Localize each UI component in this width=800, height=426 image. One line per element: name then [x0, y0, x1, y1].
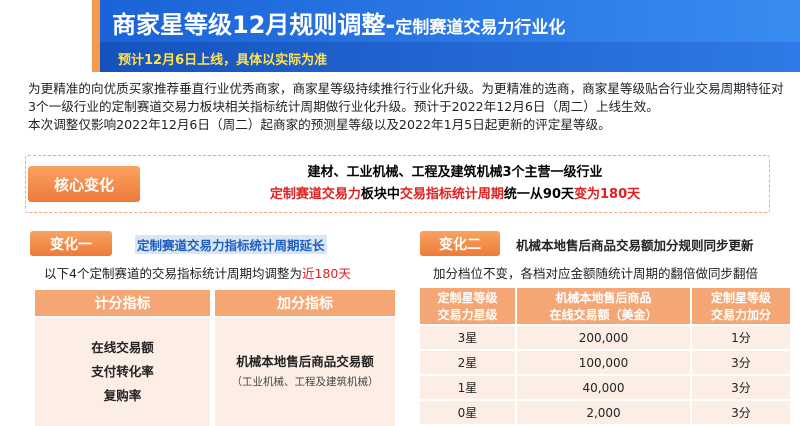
table-cell: 1星: [420, 376, 515, 399]
title-suffix: 定制赛道交易力行业化: [395, 18, 566, 38]
metric: 支付转化率: [91, 364, 154, 379]
table-cell: 1分: [692, 326, 790, 349]
change-tag: 变化二: [420, 231, 500, 256]
metric: 机械本地售后商品交易额: [236, 354, 374, 369]
table-header: 计分指标: [35, 290, 210, 316]
highlight: 交易指标统计周期: [399, 187, 504, 202]
core-line: 建材、工业机械、工程及建筑机械3个主营一级行业: [307, 165, 603, 180]
table-cell: 0星: [420, 401, 515, 424]
table-cell: 100,000: [517, 351, 690, 374]
subtitle-band: [100, 42, 800, 72]
change-title: 机械本地售后商品交易额加分规则同步更新: [516, 238, 754, 253]
core-box: [25, 155, 770, 213]
title: 商家星等级12月规则调整-: [112, 11, 396, 39]
table-cell: 2,000: [517, 401, 690, 424]
core-label: 核心变化: [28, 166, 140, 202]
text: 以下4个定制赛道的交易指标统计周期均调整为: [44, 266, 302, 281]
paragraph: 本次调整仅影响2022年12月6日（周二）起商家的预测星等级以及2022年1月5…: [28, 117, 611, 132]
header-title: 商家星等级12月规则调整-定制赛道交易力行业化: [112, 5, 565, 40]
metric-note: （工业机械、工程及建筑机械）: [231, 376, 379, 388]
paragraph: 为更精准的向优质买家推荐垂直行业优秀商家，商家星等级持续推行行业化升级。为更精准…: [28, 81, 784, 114]
table-cell: 3分: [692, 376, 790, 399]
table-header: 定制星等级 交易力星级: [420, 288, 515, 324]
header-band: [100, 0, 800, 42]
metric: 复购率: [103, 388, 142, 403]
change-note: 加分档位不变，各档对应金额随统计周期的翻倍做同步翻倍: [433, 266, 759, 281]
table-cell: 在线交易额 支付转化率 复购率: [35, 318, 210, 426]
table-cell: 3分: [692, 351, 790, 374]
table-cell: 机械本地售后商品交易额 （工业机械、工程及建筑机械）: [215, 318, 395, 426]
metric: 在线交易额: [91, 340, 154, 355]
highlight: 定制赛道交易力: [269, 187, 361, 202]
text: 板块中: [360, 187, 400, 202]
subtitle: 预计12月6日上线，具体以实际为准: [118, 53, 328, 68]
table-cell: 200,000: [517, 326, 690, 349]
core-line: 定制赛道交易力板块中交易指标统计周期统一从90天变为180天: [140, 184, 770, 206]
table-header: 机械本地售后商品 在线交易额（美金）: [517, 288, 690, 324]
table-header: 定制星等级 交易力加分: [692, 288, 790, 324]
highlight: 变为180天: [574, 187, 641, 202]
change-tag: 变化一: [30, 231, 112, 256]
table-cell: 3星: [420, 326, 515, 349]
accent-bar: [92, 0, 100, 72]
change-title: 定制赛道交易力指标统计周期延长: [135, 235, 327, 254]
text: 统一从90天: [503, 187, 574, 202]
highlight: 近180天: [301, 266, 351, 281]
intro: 为更精准的向优质买家推荐垂直行业优秀商家，商家星等级持续推行行业化升级。为更精准…: [28, 80, 788, 134]
table-cell: 3分: [692, 401, 790, 424]
table-cell: 2星: [420, 351, 515, 374]
core-text: 建材、工业机械、工程及建筑机械3个主营一级行业 定制赛道交易力板块中交易指标统计…: [140, 162, 770, 206]
change-note: 以下4个定制赛道的交易指标统计周期均调整为近180天: [44, 263, 351, 282]
table-header: 加分指标: [215, 290, 395, 316]
table-cell: 40,000: [517, 376, 690, 399]
